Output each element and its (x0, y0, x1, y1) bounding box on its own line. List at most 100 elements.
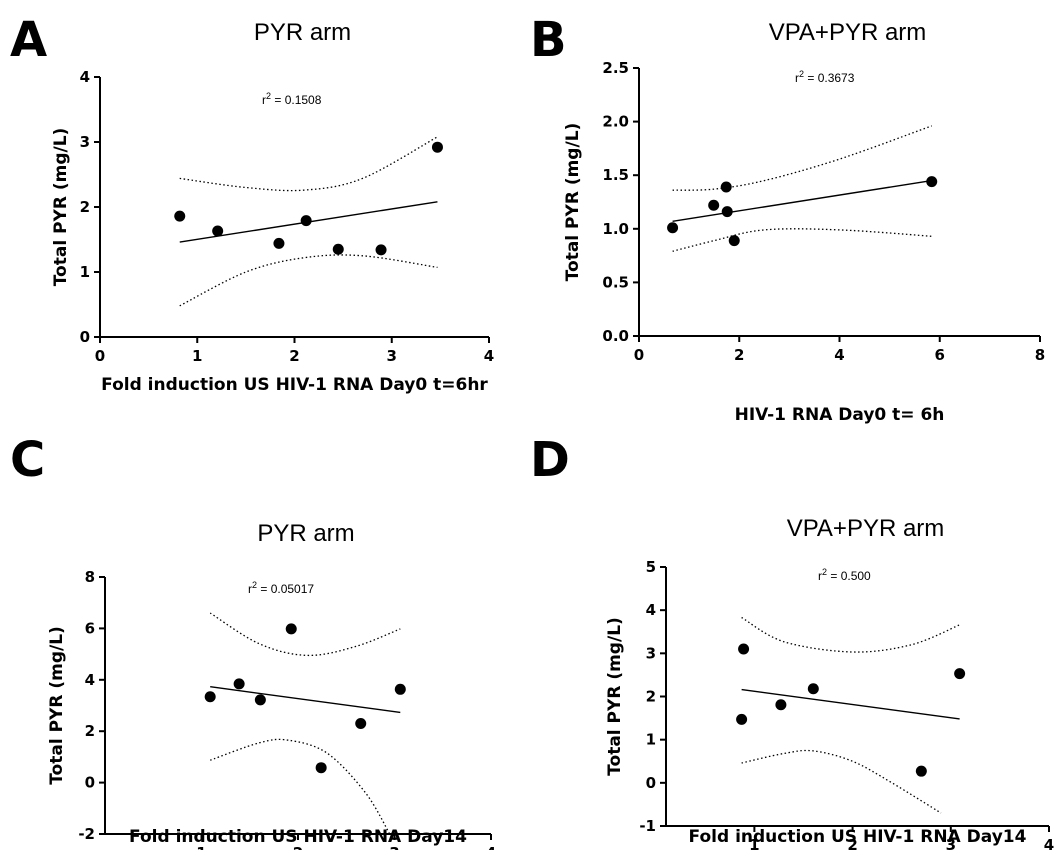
panel-a-r-squared-prefix: r (262, 93, 266, 107)
panel-a-data-point (375, 244, 387, 256)
panel-b-y-tick-label: 1.5 (602, 166, 629, 184)
panel-d-r-squared-prefix: r (818, 569, 822, 583)
panel-c-title: PYR arm (257, 520, 354, 547)
panel-b-ci-upper-band (672, 125, 932, 191)
panel-d-regression-line (741, 688, 960, 720)
panel-d-data-point (915, 765, 927, 777)
panel-c-y-tick-label: 0 (85, 774, 95, 792)
panel-b-data-point (721, 206, 733, 218)
panel-b-r-squared-prefix: r (795, 71, 799, 85)
panel-b-data-point (708, 199, 720, 211)
panel-d-r-squared: r2 = 0.500 (818, 567, 871, 583)
panel-c-y-tick-label: 6 (85, 619, 95, 637)
panel-a-r-squared: r2 = 0.1508 (262, 91, 322, 107)
panel-d-data-point (738, 643, 750, 655)
panel-c-r-squared-exponent: 2 (252, 580, 257, 590)
panel-d-r-squared-exponent: 2 (822, 567, 827, 577)
panel-d-r-squared-value: = 0.500 (827, 569, 871, 583)
panel-a-data-point (273, 237, 285, 249)
panel-c-r-squared-value: = 0.05017 (257, 582, 314, 596)
panel-a-y-axis-label: Total PYR (mg/L) (51, 128, 71, 287)
panel-b-data-point (728, 235, 740, 247)
panel-b-r-squared-exponent: 2 (799, 69, 804, 79)
panel-a-y-tick-label: 2 (80, 198, 90, 216)
panel-b-r-squared: r2 = 0.3673 (795, 69, 855, 85)
panel-c-data-point (233, 678, 245, 690)
panel-c-y-axis-label: Total PYR (mg/L) (47, 626, 67, 785)
panel-a-x-axis-label: Fold induction US HIV-1 RNA Day0 t=6hr (101, 375, 488, 395)
panel-b-data-point (926, 176, 938, 188)
panel-c-y-tick-label: 4 (85, 671, 95, 689)
panel-d-data-point (954, 668, 966, 680)
panel-a-y-tick-label: 4 (80, 68, 90, 86)
panel-c-x-axis-label: Fold induction US HIV-1 RNA Day14 (129, 827, 467, 847)
panel-a-y-tick-label: 3 (80, 133, 90, 151)
panel-d-y-tick-label: 5 (646, 558, 656, 576)
panel-c-data-point (355, 717, 367, 729)
panel-c-data-point (315, 762, 327, 774)
panel-d-y-tick-label: 0 (646, 774, 656, 792)
panel-c-x-tick-label: 4 (486, 844, 496, 850)
panel-a-r-squared-value: = 0.1508 (271, 93, 322, 107)
panel-a-x-tick-label: 1 (192, 347, 202, 365)
panel-a-r-squared-exponent: 2 (266, 91, 271, 101)
panel-b-regression-line (672, 179, 932, 222)
panel-a-title: PYR arm (254, 19, 351, 46)
panel-b-y-tick-label: 2.0 (602, 113, 629, 131)
panel-d-ci-upper-band (741, 616, 960, 653)
panel-b-title: VPA+PYR arm (769, 19, 927, 46)
panel-a-x-tick-label: 3 (387, 347, 397, 365)
panel-d-data-point (775, 699, 787, 711)
panel-c-r-squared-prefix: r (248, 582, 252, 596)
panel-c-x-tick-label: 1 (196, 844, 206, 850)
panel-c-y-tick-label: -2 (78, 825, 95, 843)
panel-d-y-tick-label: 3 (646, 644, 656, 662)
panel-d-data-point (736, 713, 748, 725)
panel-a-ci-lower-band (179, 254, 438, 307)
panel-a-data-point (431, 141, 443, 153)
panel-b-y-tick-label: 0.5 (602, 273, 629, 291)
panel-letter-c: C (10, 432, 45, 488)
panel-b-r-squared-value: = 0.3673 (804, 71, 855, 85)
panel-c-x-tick-label: 3 (389, 844, 399, 850)
panel-d-data-point (807, 683, 819, 695)
panel-a-data-point (174, 210, 186, 222)
panel-b-x-tick-label: 4 (834, 346, 844, 364)
panel-b-y-axis-label: Total PYR (mg/L) (563, 123, 583, 282)
panel-b-y-tick-label: 1.0 (602, 220, 629, 238)
panel-b-x-tick-label: 2 (734, 346, 744, 364)
panel-c-regression-line (210, 686, 401, 714)
panel-b-y-tick-label: 2.5 (602, 59, 629, 77)
panel-b-x-tick-label: 8 (1035, 346, 1045, 364)
panel-a-x-tick-label: 4 (484, 347, 494, 365)
panel-a-data-point (212, 225, 224, 237)
panel-a-data-point (300, 215, 312, 227)
panel-a-y-tick-label: 0 (80, 328, 90, 346)
panel-c-x-tick-label: 2 (293, 844, 303, 850)
panel-letter-b: B (530, 12, 567, 68)
panel-b-x-axis-label: HIV-1 RNA Day0 t= 6h (735, 405, 945, 425)
panel-a-data-point (332, 243, 344, 255)
panel-c-data-point (285, 623, 297, 635)
panel-c-y-tick-label: 8 (85, 568, 95, 586)
panel-letter-a: A (10, 12, 47, 68)
panel-d-x-tick-label: 1 (749, 836, 759, 850)
panel-a-ci-upper-band (179, 136, 438, 192)
panel-d-y-tick-label: -1 (639, 817, 656, 835)
panel-c-data-point (394, 683, 406, 695)
panel-d-y-tick-label: 2 (646, 688, 656, 706)
panel-c-y-tick-label: 2 (85, 722, 95, 740)
panel-a-x-tick-label: 0 (95, 347, 105, 365)
panel-d-title: VPA+PYR arm (787, 515, 945, 542)
panel-d-x-tick-label: 3 (946, 836, 956, 850)
panel-c-ci-upper-band (209, 612, 401, 657)
panel-d-x-tick-label: 2 (847, 836, 857, 850)
panel-c-data-point (204, 691, 216, 703)
panel-d-y-axis-label: Total PYR (mg/L) (605, 617, 625, 776)
